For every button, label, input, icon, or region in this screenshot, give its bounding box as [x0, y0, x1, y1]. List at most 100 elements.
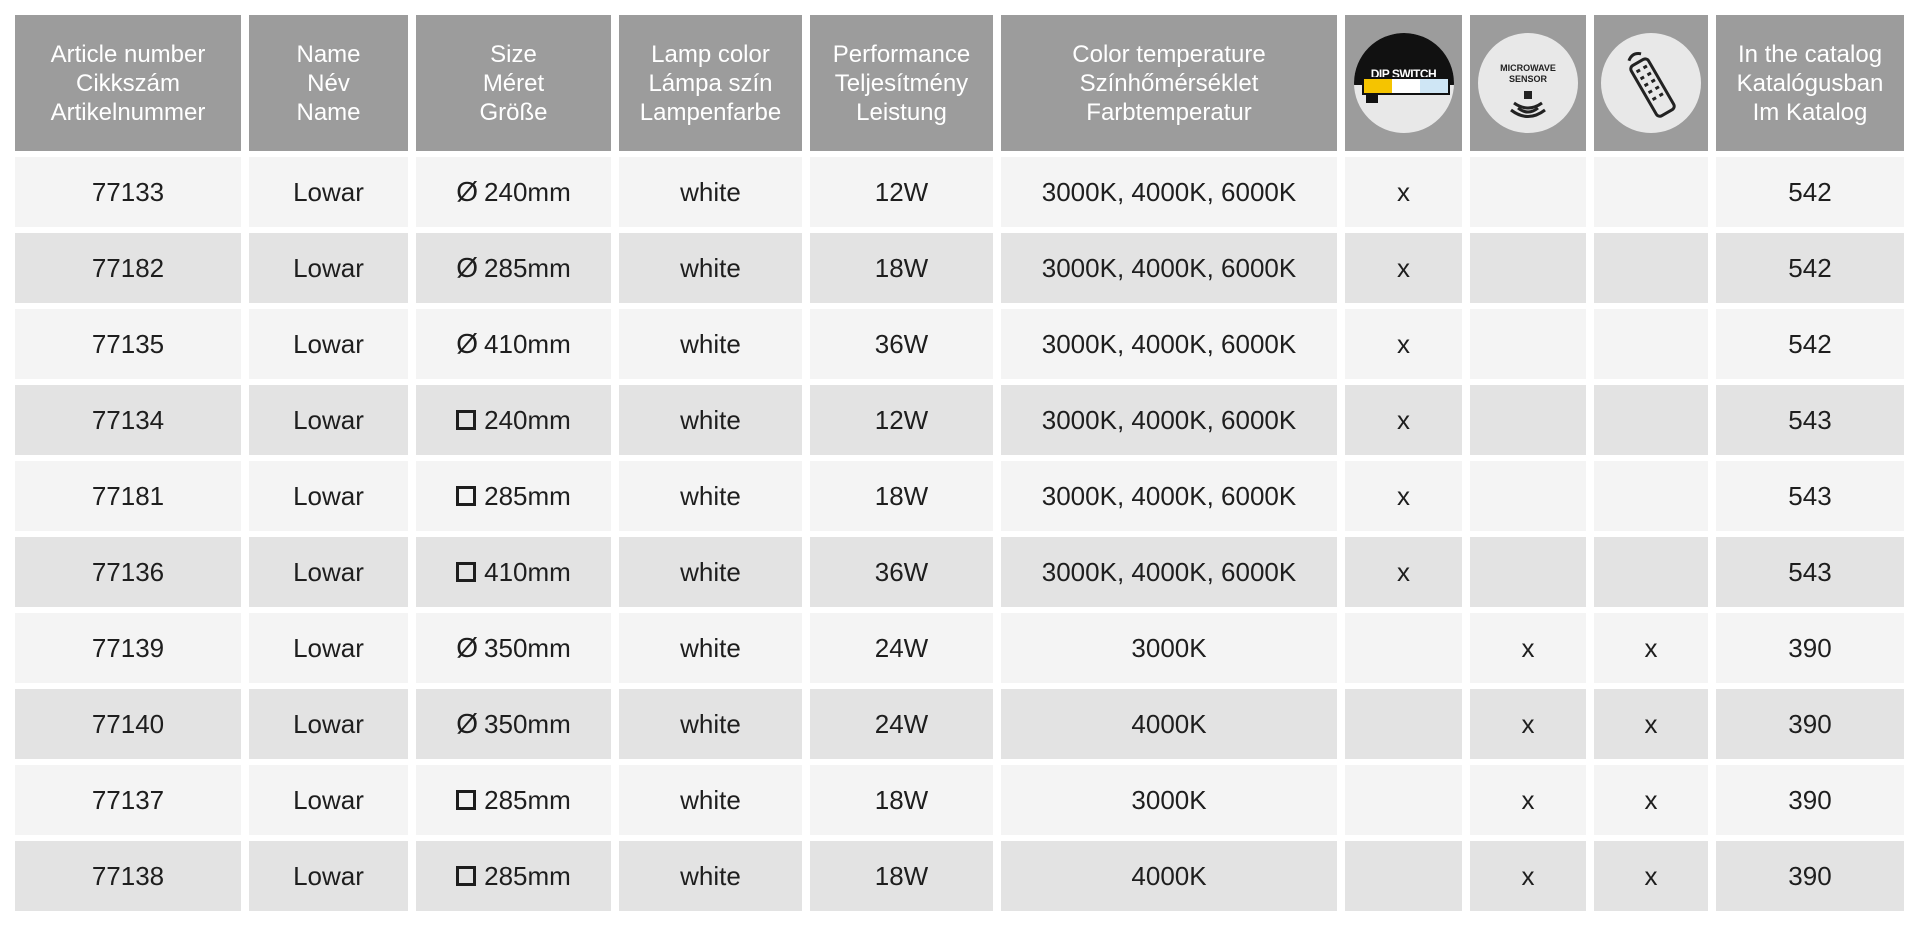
catalog-page-value: 542	[1788, 176, 1832, 207]
square-icon	[456, 866, 477, 886]
size-cell: 410mm	[416, 537, 611, 607]
article-number-value: 77134	[91, 404, 165, 435]
performance-cell: 36W	[810, 309, 993, 379]
header-line: Im Katalog	[1752, 98, 1868, 126]
dip-switch-icon: DIP SWITCH	[1353, 33, 1454, 133]
catalog-page-cell: 390	[1716, 765, 1904, 835]
color-temperature-cell: 3000K	[1001, 765, 1337, 835]
article-number-cell: 77137	[15, 765, 241, 835]
header-cell: Lamp color Lámpa szín Lampenfarbe	[619, 15, 802, 151]
name-cell: Lowar	[249, 689, 408, 759]
color-temperature-cell: 4000K	[1001, 689, 1337, 759]
article-number-value: 77137	[91, 784, 165, 815]
remote-control-cell: x	[1594, 613, 1708, 683]
square-icon	[456, 486, 477, 506]
performance-value: 18W	[874, 480, 929, 511]
dip-switch-cell	[1345, 689, 1462, 759]
header-cell	[1594, 15, 1708, 151]
dip-switch-value: x	[1397, 480, 1410, 511]
catalog-page-cell: 542	[1716, 309, 1904, 379]
name-cell: Lowar	[249, 461, 408, 531]
name-cell: Lowar	[249, 765, 408, 835]
performance-value: 12W	[874, 404, 929, 435]
performance-value: 18W	[874, 784, 929, 815]
square-icon	[456, 410, 477, 430]
header-line: In the catalog	[1737, 40, 1883, 68]
performance-cell: 18W	[810, 765, 993, 835]
size-cell: 240mm	[416, 385, 611, 455]
header-line: Name	[296, 40, 361, 68]
microwave-sensor-cell	[1470, 461, 1586, 531]
name-value: Lowar	[293, 328, 364, 359]
article-number-cell: 77135	[15, 309, 241, 379]
size-value: 350mm	[484, 708, 571, 739]
article-number-value: 77133	[91, 176, 165, 207]
remote-control-cell	[1594, 157, 1708, 227]
header-line: Performance	[832, 40, 971, 68]
remote-control-cell: x	[1594, 765, 1708, 835]
color-temperature-value: 4000K	[1131, 708, 1207, 739]
catalog-page-value: 542	[1788, 252, 1832, 283]
size-cell: 285mm	[416, 841, 611, 911]
size-cell: Ø 350mm	[416, 613, 611, 683]
name-value: Lowar	[293, 556, 364, 587]
performance-value: 24W	[874, 632, 929, 663]
article-number-cell: 77136	[15, 537, 241, 607]
dip-switch-cell: x	[1345, 309, 1462, 379]
article-number-cell: 77134	[15, 385, 241, 455]
remote-control-value: x	[1644, 632, 1658, 663]
lamp-color-cell: white	[619, 841, 802, 911]
name-value: Lowar	[293, 708, 364, 739]
product-table: Article number Cikkszám Artikelnummer Name N…	[15, 15, 1904, 911]
dip-switch-cell	[1345, 841, 1462, 911]
header-cell: Size Méret Größe	[416, 15, 611, 151]
lamp-color-value: white	[680, 404, 741, 435]
article-number-cell: 77140	[15, 689, 241, 759]
lamp-color-cell: white	[619, 613, 802, 683]
dip-switch-cell: x	[1345, 157, 1462, 227]
microwave-sensor-icon: MICROWAVE SENSOR	[1478, 33, 1578, 133]
header-line: Color temperature	[1072, 40, 1266, 68]
dip-switch-cell: x	[1345, 461, 1462, 531]
lamp-color-cell: white	[619, 309, 802, 379]
lamp-color-value: white	[680, 252, 741, 283]
catalog-page-value: 390	[1788, 784, 1832, 815]
size-value: 350mm	[484, 632, 571, 663]
dip-switch-value: x	[1397, 252, 1410, 283]
lamp-color-cell: white	[619, 461, 802, 531]
name-cell: Lowar	[249, 841, 408, 911]
header-cell: MICROWAVE SENSOR	[1470, 15, 1586, 151]
remote-control-cell: x	[1594, 689, 1708, 759]
color-temperature-cell: 3000K, 4000K, 6000K	[1001, 157, 1337, 227]
diameter-icon: Ø	[456, 328, 479, 359]
size-value: 285mm	[484, 480, 571, 511]
header-line: Lampenfarbe	[639, 98, 782, 126]
header-line: Színhőmérséklet	[1079, 69, 1259, 97]
microwave-sensor-cell	[1470, 233, 1586, 303]
performance-cell: 18W	[810, 841, 993, 911]
performance-cell: 36W	[810, 537, 993, 607]
microwave-sensor-value: x	[1521, 784, 1535, 815]
article-number-value: 77182	[91, 252, 165, 283]
name-value: Lowar	[293, 784, 364, 815]
name-cell: Lowar	[249, 309, 408, 379]
header-cell: Performance Teljesítmény Leistung	[810, 15, 993, 151]
microwave-sensor-cell	[1470, 309, 1586, 379]
dip-switch-value: x	[1397, 328, 1410, 359]
name-value: Lowar	[293, 632, 364, 663]
microwave-sensor-value: x	[1521, 708, 1535, 739]
header-line: Teljesítmény	[834, 69, 969, 97]
remote-control-cell	[1594, 233, 1708, 303]
size-cell: 285mm	[416, 461, 611, 531]
color-temperature-cell: 3000K, 4000K, 6000K	[1001, 385, 1337, 455]
catalog-page-cell: 390	[1716, 689, 1904, 759]
article-number-value: 77136	[91, 556, 165, 587]
article-number-cell: 77181	[15, 461, 241, 531]
remote-control-cell	[1594, 309, 1708, 379]
dip-switch-cell: x	[1345, 385, 1462, 455]
catalog-page-value: 542	[1788, 328, 1832, 359]
performance-value: 12W	[874, 176, 929, 207]
name-cell: Lowar	[249, 157, 408, 227]
lamp-color-value: white	[680, 480, 741, 511]
lamp-color-value: white	[680, 176, 741, 207]
